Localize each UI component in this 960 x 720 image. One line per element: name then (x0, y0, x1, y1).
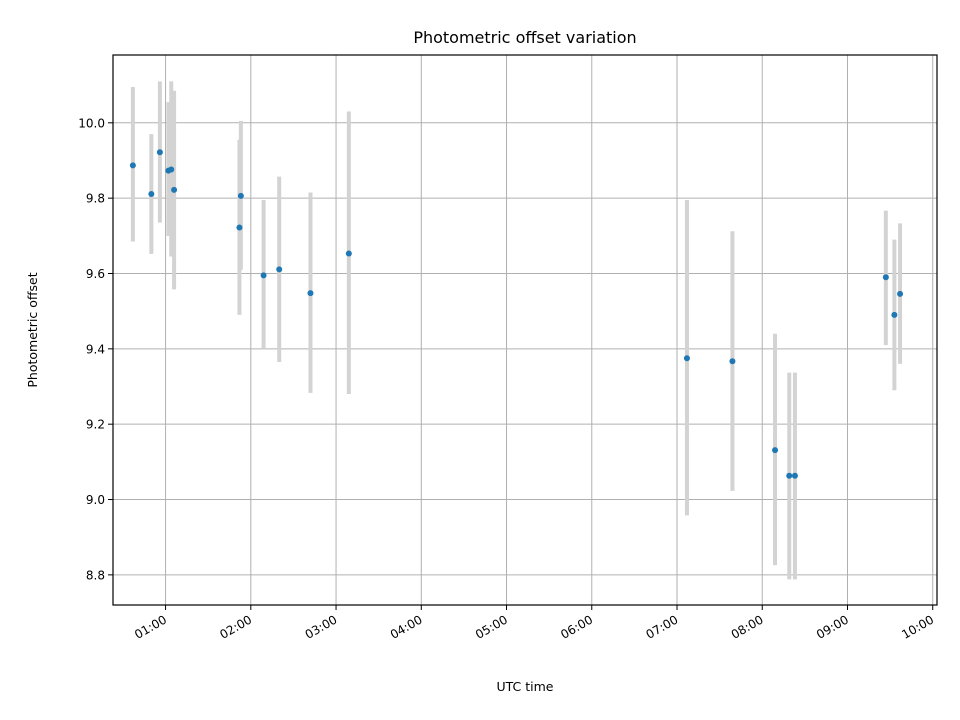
data-point (683, 355, 690, 362)
data-point (897, 290, 904, 297)
x-tick-label: 06:00 (558, 612, 595, 641)
data-point (171, 186, 178, 193)
y-tick-label: 9.2 (86, 418, 105, 432)
x-tick-label: 05:00 (473, 612, 510, 641)
data-point (168, 166, 175, 173)
data-point (772, 447, 779, 454)
error-bars (130, 81, 903, 580)
data-points (129, 149, 904, 479)
y-tick-label: 9.0 (86, 493, 105, 507)
grid-lines (113, 55, 937, 605)
chart-title: Photometric offset variation (413, 28, 636, 47)
x-axis-label: UTC time (497, 679, 554, 694)
y-tick-label: 10.0 (78, 116, 105, 130)
x-tick-label: 04:00 (388, 612, 425, 641)
x-tick-label: 01:00 (132, 612, 169, 641)
data-point (729, 358, 736, 365)
data-point (129, 162, 136, 169)
data-point (148, 191, 155, 198)
x-tick-label: 09:00 (814, 612, 851, 641)
data-point (882, 274, 889, 281)
y-tick-label: 9.8 (86, 192, 105, 206)
data-point (156, 149, 163, 156)
x-tick-label: 10:00 (899, 612, 936, 641)
data-point (237, 192, 244, 199)
data-point (276, 266, 283, 273)
y-tick-label: 8.8 (86, 568, 105, 582)
data-point (891, 311, 898, 318)
data-point (345, 250, 352, 257)
data-point (260, 272, 267, 279)
data-point (307, 290, 314, 297)
data-point (236, 224, 243, 231)
x-tick-label: 02:00 (217, 612, 254, 641)
y-tick-label: 9.6 (86, 267, 105, 281)
y-tick-label: 9.4 (86, 342, 105, 356)
y-ticks: 8.8 9.0 9.2 9.4 9.6 9.8 10.0 (78, 116, 113, 582)
y-axis-label: Photometric offset (25, 272, 40, 387)
data-point (786, 472, 793, 479)
x-ticks: 01:00 02:00 03:00 04:00 05:00 06:00 07:00 08:00… (132, 605, 936, 642)
x-tick-label: 08:00 (729, 612, 766, 641)
plot-frame (112, 54, 938, 606)
x-tick-label: 03:00 (303, 612, 340, 641)
x-tick-label: 07:00 (644, 612, 681, 641)
data-point (791, 472, 798, 479)
